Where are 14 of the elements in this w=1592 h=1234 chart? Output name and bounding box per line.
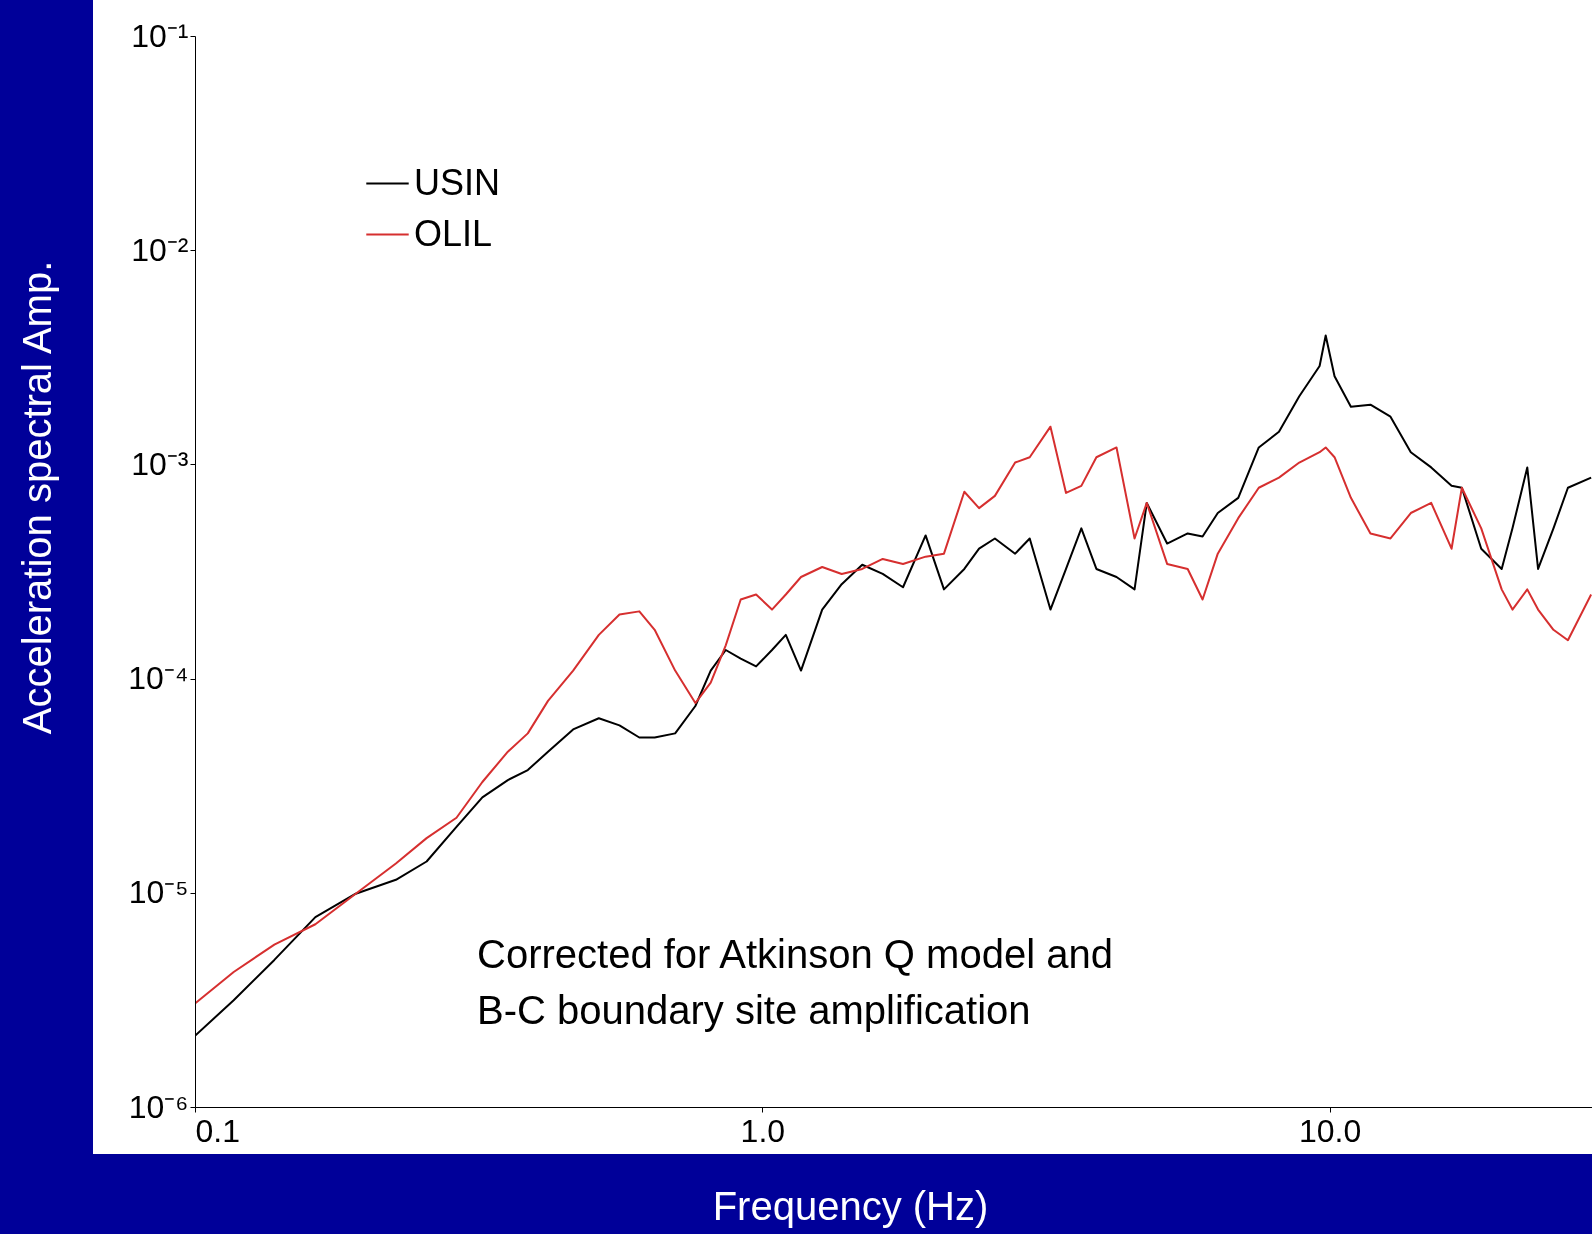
x-axis-title: Frequency (Hz) xyxy=(712,1183,989,1228)
y-axis-title: Acceleration spectral Amp. xyxy=(14,260,59,735)
annotation: Corrected for Atkinson Q model and B-C boundary site amplification xyxy=(477,932,1113,1032)
y-tick-label: 10⁻³ xyxy=(131,445,189,482)
x-tick-label: 10.0 xyxy=(1299,1112,1362,1149)
y-tick-label: 10⁻⁴ xyxy=(128,660,189,697)
y-tick-label: 10⁻¹ xyxy=(131,17,189,54)
y-tick-label: 10⁻² xyxy=(131,231,189,268)
x-tick-label: 0.1 xyxy=(195,1112,240,1149)
legend-label: OLIL xyxy=(414,212,493,254)
y-tick-label: 10⁻⁵ xyxy=(128,874,189,911)
x-tick-label: 1.0 xyxy=(740,1112,786,1149)
y-tick-label: 10⁻⁶ xyxy=(128,1088,189,1125)
legend-label: USIN xyxy=(414,161,501,203)
